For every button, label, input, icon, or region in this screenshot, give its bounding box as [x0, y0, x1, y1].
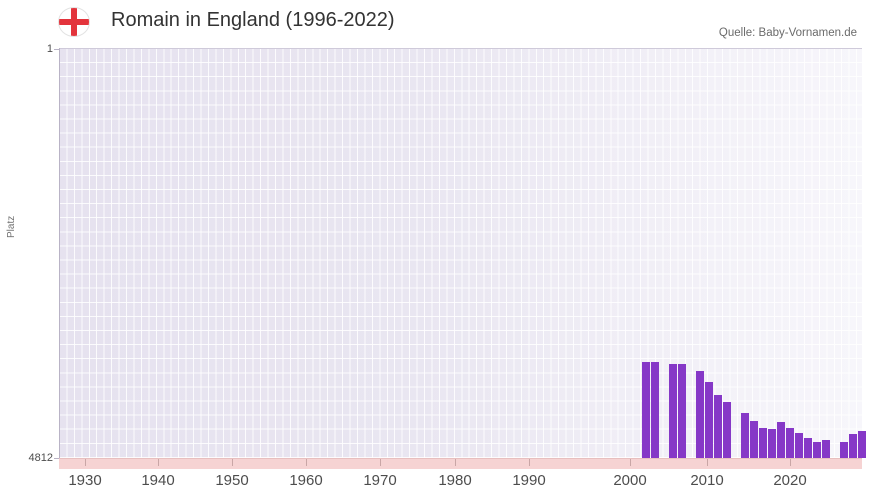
- bar[interactable]: [714, 395, 722, 458]
- plot-top-border: [59, 48, 862, 49]
- x-axis-tick-label: 1950: [215, 472, 249, 489]
- bar[interactable]: [822, 440, 830, 458]
- page-title: Romain in England (1996-2022): [111, 9, 395, 31]
- bar[interactable]: [741, 413, 749, 458]
- x-axis-tick-mark: [306, 459, 307, 466]
- bar[interactable]: [705, 382, 713, 458]
- bar[interactable]: [858, 431, 866, 458]
- x-axis-tick-mark: [529, 459, 530, 466]
- y-axis-tick-label: 1: [46, 43, 53, 55]
- bar[interactable]: [759, 428, 767, 458]
- bar[interactable]: [723, 402, 731, 458]
- x-axis-tick-mark: [232, 459, 233, 466]
- bar[interactable]: [849, 434, 857, 458]
- source-note: Quelle: Baby-Vornamen.de: [718, 27, 857, 39]
- bar[interactable]: [651, 362, 659, 458]
- bar-series: [59, 48, 866, 458]
- x-axis-band: [59, 458, 862, 469]
- bar[interactable]: [786, 428, 794, 458]
- x-axis-tick-label: 1960: [289, 472, 323, 489]
- bar[interactable]: [696, 371, 704, 458]
- x-axis-tick-mark: [158, 459, 159, 466]
- x-axis-tick-label: 1940: [141, 472, 175, 489]
- x-axis-tick-mark: [790, 459, 791, 466]
- bar[interactable]: [750, 421, 758, 458]
- bar[interactable]: [777, 422, 785, 458]
- bar[interactable]: [642, 362, 650, 458]
- bar[interactable]: [768, 429, 776, 458]
- bar[interactable]: [795, 433, 803, 458]
- bar[interactable]: [678, 364, 686, 458]
- x-axis-tick-label: 1930: [68, 472, 102, 489]
- y-axis-tick: 1: [0, 43, 53, 55]
- y-axis-tick-mark: [54, 49, 59, 50]
- x-axis-tick-label: 1970: [363, 472, 397, 489]
- england-flag-icon: [59, 8, 89, 36]
- y-axis-line: [59, 48, 60, 458]
- x-axis-tick-mark: [630, 459, 631, 466]
- x-axis-tick-label: 1990: [512, 472, 546, 489]
- x-axis-tick-label: 2010: [690, 472, 724, 489]
- x-axis-tick-label: 1980: [438, 472, 472, 489]
- x-axis-tick-label: 2020: [773, 472, 807, 489]
- x-axis-tick-mark: [85, 459, 86, 466]
- chart-header: Romain in England (1996-2022) Quelle: Ba…: [0, 0, 873, 42]
- x-axis-tick-mark: [707, 459, 708, 466]
- y-axis-title: Platz: [6, 215, 17, 238]
- y-axis-tick-label: 4812: [28, 452, 53, 464]
- bar[interactable]: [669, 364, 677, 458]
- x-axis-tick-mark: [380, 459, 381, 466]
- bar[interactable]: [804, 438, 812, 458]
- y-axis-tick: 4812: [0, 452, 53, 464]
- x-axis-tick-mark: [455, 459, 456, 466]
- bar[interactable]: [813, 442, 821, 458]
- y-axis-tick-mark: [54, 458, 59, 459]
- plot-area: [59, 48, 862, 458]
- bar[interactable]: [840, 442, 848, 458]
- flag-vertical-bar: [71, 8, 77, 36]
- x-axis-tick-label: 2000: [613, 472, 647, 489]
